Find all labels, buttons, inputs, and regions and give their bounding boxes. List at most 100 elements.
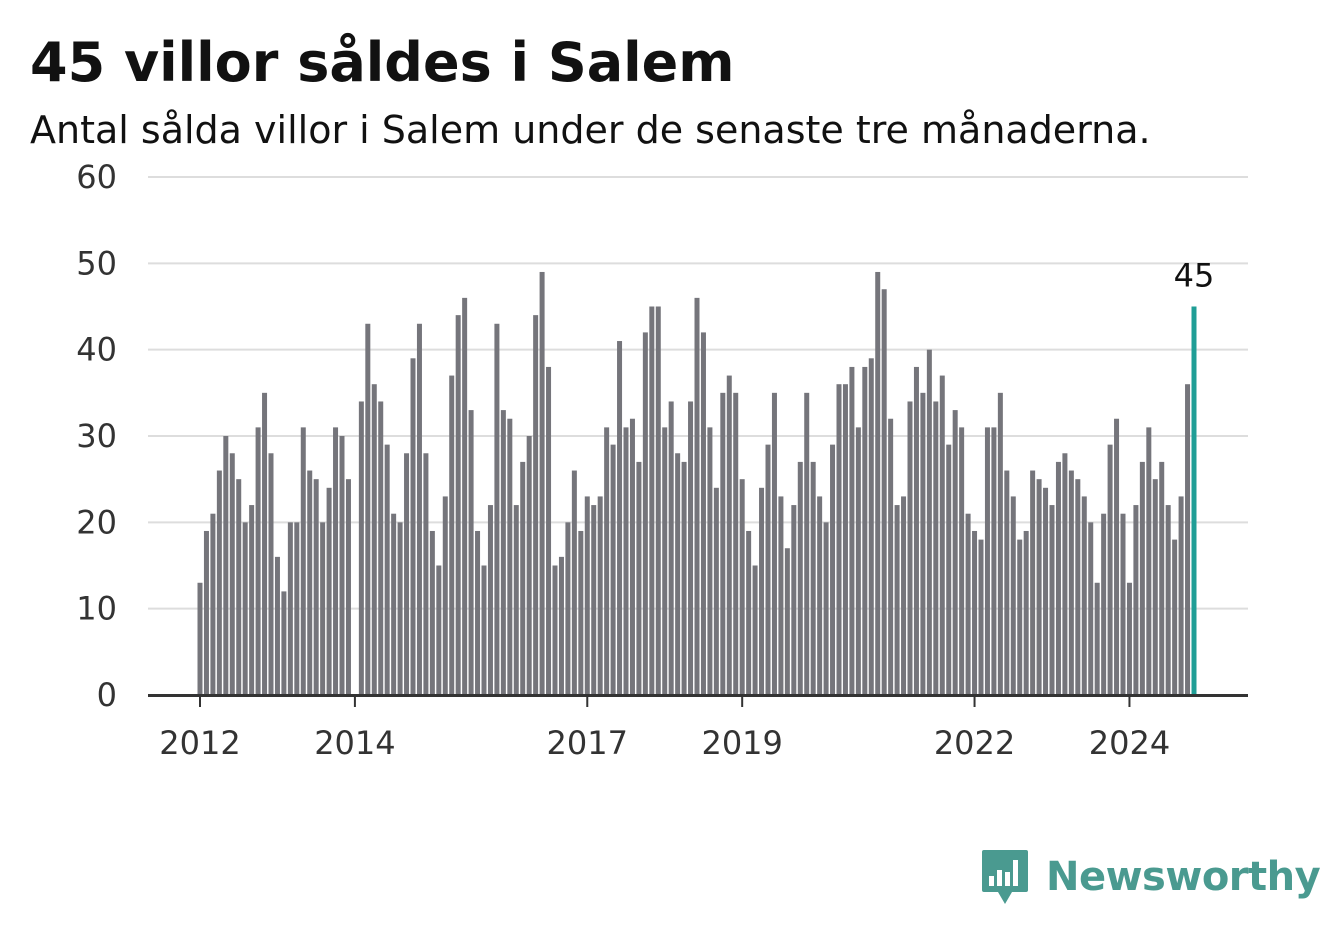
bar xyxy=(513,505,519,695)
bar xyxy=(1152,479,1158,695)
bar xyxy=(1004,470,1010,695)
bar xyxy=(1062,453,1068,695)
bar xyxy=(946,444,952,695)
bar xyxy=(991,427,997,695)
bar xyxy=(539,271,545,695)
bar xyxy=(1172,539,1178,695)
x-tick-label: 2014 xyxy=(314,724,395,762)
data-labels: 45 xyxy=(1174,257,1215,295)
bar xyxy=(888,418,894,695)
bar xyxy=(216,470,222,695)
bar xyxy=(894,505,900,695)
bar xyxy=(765,444,771,695)
bar xyxy=(391,513,397,695)
bar xyxy=(707,427,713,695)
bar xyxy=(423,453,429,695)
bar xyxy=(746,530,752,695)
bar xyxy=(436,565,442,695)
bar xyxy=(571,470,577,695)
bar xyxy=(907,401,913,695)
bar xyxy=(629,418,635,695)
bar xyxy=(384,444,390,695)
x-tick-label: 2022 xyxy=(934,724,1015,762)
bar xyxy=(1146,427,1152,695)
y-tick-label: 10 xyxy=(76,590,117,628)
brand-name: Newsworthy xyxy=(1046,854,1321,900)
bar xyxy=(849,366,855,695)
x-tick-label: 2019 xyxy=(701,724,782,762)
bar xyxy=(823,522,829,695)
highlight-bar xyxy=(1191,306,1197,695)
y-tick-label: 20 xyxy=(76,503,117,541)
bar xyxy=(1049,505,1055,695)
bar xyxy=(274,556,280,695)
bars xyxy=(197,271,1197,695)
bar xyxy=(1023,530,1029,695)
bar xyxy=(584,496,590,695)
bar xyxy=(255,427,261,695)
bar xyxy=(959,427,965,695)
bar xyxy=(875,271,881,695)
bar xyxy=(307,470,313,695)
x-tick-label: 2024 xyxy=(1089,724,1170,762)
bar xyxy=(578,530,584,695)
bar xyxy=(558,556,564,695)
bar xyxy=(468,410,474,695)
bar xyxy=(1114,418,1120,695)
bar xyxy=(494,323,500,695)
bar xyxy=(655,306,661,695)
bar xyxy=(397,522,403,695)
bar xyxy=(1088,522,1094,695)
bar xyxy=(326,487,332,695)
x-tick-label: 2017 xyxy=(547,724,628,762)
bar xyxy=(649,306,655,695)
bar xyxy=(913,366,919,695)
y-tick-label: 0 xyxy=(97,676,117,714)
bar xyxy=(462,297,468,695)
y-tick-label: 50 xyxy=(76,244,117,282)
bar xyxy=(642,332,648,695)
bar xyxy=(817,496,823,695)
bar xyxy=(1101,513,1107,695)
bar xyxy=(597,496,603,695)
bar xyxy=(830,444,836,695)
x-axis-ticks: 2012 2014 2017 2019 2022 2024 xyxy=(159,695,1170,762)
bar xyxy=(868,358,874,695)
y-tick-label: 60 xyxy=(76,158,117,196)
bar xyxy=(197,582,203,695)
bar xyxy=(662,427,668,695)
bar xyxy=(546,366,552,695)
bar xyxy=(236,479,242,695)
bar xyxy=(1010,496,1016,695)
bar xyxy=(210,513,216,695)
bar xyxy=(681,461,687,695)
bar xyxy=(475,530,481,695)
bar xyxy=(617,341,623,695)
bar xyxy=(429,530,435,695)
bar-chart: 0 10 20 30 40 50 60 2012 2014 2017 2019 2022 2024 4… xyxy=(76,158,1248,762)
bar xyxy=(333,427,339,695)
bar xyxy=(345,479,351,695)
bar xyxy=(997,392,1003,695)
bar xyxy=(1043,487,1049,695)
brand-logo: Newsworthy xyxy=(980,848,1321,906)
bar xyxy=(926,349,932,695)
bar xyxy=(313,479,319,695)
bar xyxy=(404,453,410,695)
bar xyxy=(752,565,758,695)
bar xyxy=(481,565,487,695)
bar xyxy=(203,530,209,695)
bar xyxy=(358,401,364,695)
bar xyxy=(249,505,255,695)
bar xyxy=(1165,505,1171,695)
y-tick-label: 40 xyxy=(76,331,117,369)
bar xyxy=(842,384,848,695)
bar xyxy=(1185,384,1191,695)
bar xyxy=(591,505,597,695)
bar xyxy=(223,436,229,695)
bar xyxy=(978,539,984,695)
bar xyxy=(862,366,868,695)
bar xyxy=(604,427,610,695)
bar-chart-speech-bubble-icon xyxy=(982,850,1028,904)
bar xyxy=(972,530,978,695)
